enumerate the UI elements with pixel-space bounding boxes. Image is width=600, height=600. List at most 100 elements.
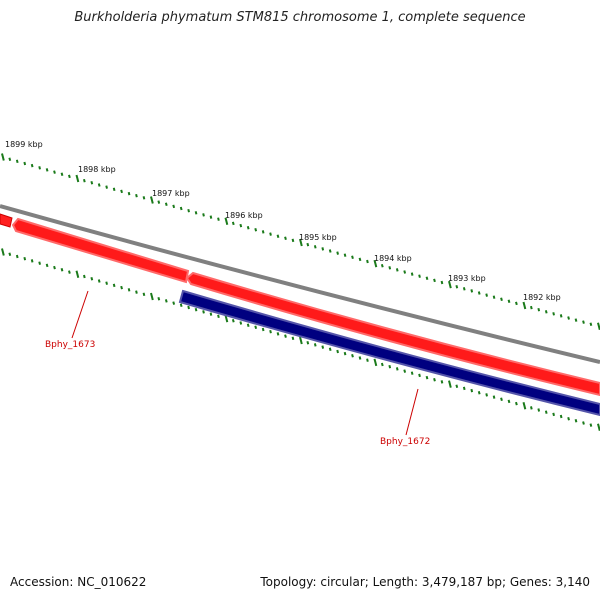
inner-minor-tick (358, 356, 362, 360)
inner-minor-tick (477, 391, 481, 395)
outer-minor-tick (172, 204, 176, 209)
outer-minor-tick (425, 276, 429, 281)
inner-minor-tick (500, 397, 503, 402)
outer-minor-tick (127, 191, 131, 196)
inner-minor-tick (157, 296, 161, 301)
outer-major-tick (299, 238, 303, 247)
inner-major-tick (299, 336, 303, 345)
outer-major-tick (448, 280, 452, 289)
inner-minor-tick (313, 343, 317, 347)
outer-minor-tick (544, 310, 548, 314)
inner-major-tick (373, 358, 378, 367)
outer-minor-tick (112, 187, 116, 192)
forward-gene-bphy1673[interactable] (11, 217, 190, 284)
inner-major-tick (75, 270, 80, 279)
reverse-gene-bphy1672[interactable] (178, 289, 600, 417)
inner-minor-tick (217, 314, 220, 319)
inner-minor-tick (23, 256, 27, 261)
inner-minor-tick (8, 252, 12, 256)
sequence-backbone (0, 204, 600, 364)
forward-gene-arrow-left[interactable] (0, 213, 13, 228)
outer-minor-tick (343, 253, 347, 257)
outer-minor-tick (97, 183, 101, 187)
outer-minor-tick (507, 299, 511, 304)
gene-label-bphy1672[interactable]: Bphy_1672 (380, 437, 430, 447)
gene-label-bphy1673[interactable]: Bphy_1673 (45, 340, 95, 350)
inner-minor-tick (261, 327, 265, 332)
outer-minor-tick (537, 307, 541, 312)
inner-major-tick (522, 401, 527, 410)
forward-gene-right[interactable] (185, 271, 600, 397)
outer-minor-tick (410, 272, 414, 276)
inner-minor-tick (38, 261, 41, 265)
inner-minor-tick (328, 347, 332, 352)
inner-major-tick (448, 380, 452, 388)
kbp-label-1896: 1896 kbp (225, 211, 263, 220)
inner-minor-tick (470, 388, 474, 393)
kbp-label-1892: 1892 kbp (523, 293, 561, 302)
outer-minor-tick (328, 249, 332, 253)
outer-minor-tick (142, 196, 146, 200)
outer-minor-tick (567, 316, 570, 320)
outer-minor-tick (209, 215, 213, 219)
outer-minor-tick (53, 170, 56, 174)
inner-minor-tick (574, 419, 578, 423)
outer-minor-tick (395, 268, 399, 272)
outer-minor-tick (239, 223, 243, 228)
inner-major-tick (150, 292, 154, 301)
bphy1672-leader-line (405, 388, 419, 436)
kbp-label-1894: 1894 kbp (374, 254, 412, 263)
outer-major-tick (522, 301, 527, 310)
inner-minor-tick (418, 373, 421, 378)
outer-minor-tick (582, 320, 585, 324)
outer-minor-tick (313, 245, 317, 249)
inner-minor-tick (440, 380, 444, 384)
inner-minor-tick (544, 410, 548, 414)
outer-minor-tick (462, 287, 466, 291)
inner-major-tick (1, 248, 5, 256)
outer-minor-tick (68, 174, 71, 179)
outer-minor-tick (90, 181, 94, 185)
inner-minor-tick (15, 254, 19, 259)
inner-minor-tick (462, 386, 466, 391)
bphy1673-leader-line (71, 290, 89, 339)
inner-minor-tick (187, 305, 190, 310)
outer-minor-tick (559, 314, 563, 318)
outer-minor-tick (470, 289, 474, 293)
inner-minor-tick (135, 290, 138, 294)
inner-minor-tick (343, 351, 347, 356)
inner-minor-tick (284, 334, 287, 338)
outer-minor-tick (269, 232, 272, 236)
inner-minor-tick (209, 312, 213, 316)
inner-minor-tick (83, 274, 86, 279)
outer-minor-tick (45, 168, 49, 172)
outer-minor-tick (351, 255, 354, 260)
inner-minor-tick (589, 423, 593, 427)
accession-text: Accession: NC_010622 (10, 575, 147, 589)
inner-minor-tick (142, 292, 146, 297)
inner-minor-tick (351, 354, 354, 358)
outer-minor-tick (217, 217, 220, 221)
inner-minor-tick (239, 321, 243, 325)
inner-minor-tick (306, 340, 310, 345)
inner-minor-tick (291, 336, 295, 341)
outer-minor-tick (433, 278, 436, 283)
inner-minor-tick (492, 395, 496, 399)
inner-minor-tick (30, 259, 34, 263)
outer-minor-tick (23, 161, 27, 166)
outer-minor-tick (321, 247, 325, 251)
outer-minor-tick (440, 280, 444, 285)
inner-minor-tick (45, 263, 49, 268)
outer-minor-tick (246, 225, 250, 230)
outer-minor-tick (276, 234, 280, 238)
inner-minor-tick (455, 384, 459, 389)
outer-minor-tick (135, 193, 138, 198)
inner-minor-tick (231, 319, 235, 323)
inner-minor-tick (552, 412, 555, 417)
outer-minor-tick (30, 163, 34, 168)
inner-minor-tick (179, 303, 183, 308)
inner-minor-tick (433, 378, 436, 382)
outer-minor-tick (284, 236, 287, 241)
